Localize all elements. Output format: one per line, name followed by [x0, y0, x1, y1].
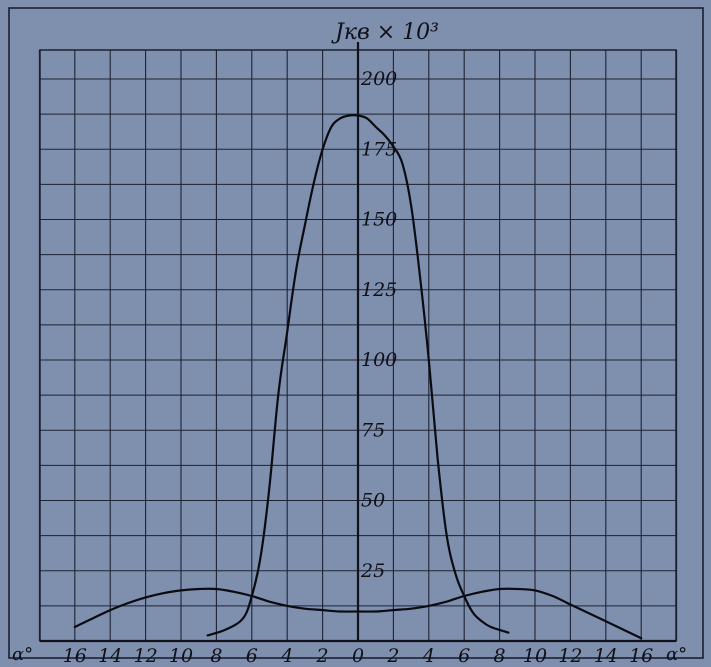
x-axis-label-left: α° — [12, 644, 33, 665]
x-tick-label: 12 — [558, 645, 582, 667]
y-tick-label: 75 — [361, 419, 385, 441]
x-tick-label: 16 — [63, 645, 87, 667]
x-tick-label: 12 — [134, 645, 158, 667]
y-tick-label: 50 — [361, 490, 385, 512]
y-tick-label: 25 — [360, 560, 385, 582]
x-tick-label: 10 — [523, 645, 547, 667]
x-tick-label: 4 — [280, 645, 293, 667]
labels: Jкв × 10³ α° α° 16 14 12 10 8 6 4 2 0 2 4 6 8 10 12 14 1… — [12, 20, 687, 667]
y-tick-label: 200 — [360, 68, 397, 90]
x-tick-label: 4 — [422, 645, 435, 667]
y-tick-label: 175 — [361, 138, 397, 160]
y-tick-label: 125 — [361, 279, 397, 301]
x-tick-label: 16 — [629, 645, 653, 667]
x-tick-label: 8 — [210, 645, 222, 667]
x-axis-label-right: α° — [666, 644, 687, 665]
series-line-broad — [73, 587, 643, 640]
x-tick-label: 2 — [316, 645, 329, 667]
x-tick-label: 6 — [246, 645, 258, 667]
y-axis-label: Jкв × 10³ — [331, 20, 439, 45]
y-tick-label: 100 — [361, 349, 397, 371]
axes — [40, 42, 676, 643]
series-line-narrow-peak — [206, 114, 510, 637]
x-tick-label: 8 — [494, 645, 506, 667]
x-tick-label: 6 — [458, 645, 470, 667]
y-tick-label: 150 — [361, 209, 397, 231]
x-tick-label: 10 — [169, 645, 193, 667]
x-tick-label: 14 — [594, 645, 618, 667]
outer-border — [8, 7, 704, 659]
x-tick-label: 14 — [98, 645, 122, 667]
series-group — [73, 114, 643, 640]
x-tick-label: 0 — [352, 645, 364, 667]
x-tick-label: 2 — [386, 645, 399, 667]
